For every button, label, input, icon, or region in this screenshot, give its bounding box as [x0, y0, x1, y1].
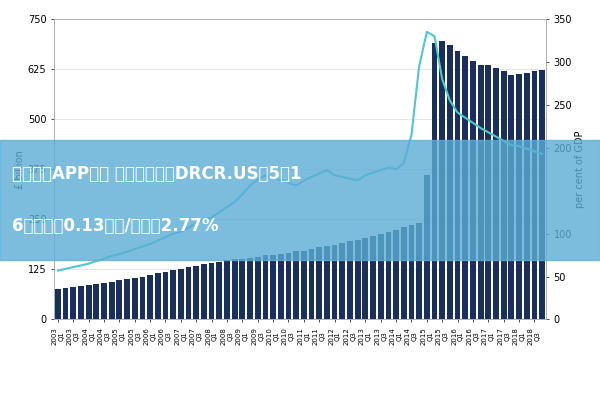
Bar — [416, 222, 422, 320]
Bar — [78, 286, 84, 320]
Bar — [324, 246, 330, 320]
Bar — [485, 65, 491, 320]
Bar — [370, 236, 376, 320]
Text: 炒股配资APP下载 德爱尔羊绒（DRCR.US）5月1: 炒股配资APP下载 德爱尔羊绒（DRCR.US）5月1 — [12, 165, 302, 183]
Bar — [470, 61, 476, 320]
Bar — [332, 244, 337, 320]
Bar — [247, 258, 253, 320]
Bar — [340, 243, 345, 320]
Bar — [86, 286, 92, 320]
Bar — [401, 227, 407, 320]
Bar — [263, 255, 268, 320]
Bar — [239, 259, 245, 320]
Bar — [62, 288, 68, 320]
Bar — [140, 277, 145, 320]
Bar — [455, 51, 460, 320]
Bar — [209, 263, 214, 320]
Bar — [508, 75, 514, 320]
Bar — [431, 43, 437, 320]
Bar — [316, 247, 322, 320]
Bar — [393, 230, 399, 320]
Bar — [301, 250, 307, 320]
Bar — [193, 266, 199, 320]
Bar — [101, 283, 107, 320]
Bar — [270, 255, 276, 320]
Bar — [539, 70, 545, 320]
Bar — [386, 232, 391, 320]
Bar — [355, 240, 361, 320]
Bar — [147, 275, 153, 320]
Bar — [109, 282, 115, 320]
Bar — [132, 278, 137, 320]
Bar — [293, 251, 299, 320]
Bar — [94, 284, 99, 320]
Bar — [493, 68, 499, 320]
Bar — [224, 260, 230, 320]
Bar — [362, 238, 368, 320]
Bar — [532, 72, 538, 320]
Bar — [217, 262, 222, 320]
Bar — [439, 41, 445, 320]
Bar — [378, 234, 383, 320]
Bar — [409, 225, 415, 320]
Bar — [524, 73, 530, 320]
Bar — [163, 272, 169, 320]
Y-axis label: £ billion: £ billion — [15, 150, 25, 189]
Bar — [232, 258, 238, 320]
Bar — [347, 241, 353, 320]
Bar — [55, 289, 61, 320]
Bar — [501, 72, 506, 320]
Bar — [478, 66, 484, 320]
Bar — [463, 56, 468, 320]
Bar — [155, 274, 161, 320]
Bar — [116, 280, 122, 320]
Text: 6日收盘报0.13美元/股，跌2.77%: 6日收盘报0.13美元/股，跌2.77% — [12, 217, 218, 235]
Bar — [178, 269, 184, 320]
Y-axis label: per cent of GDP: per cent of GDP — [575, 130, 585, 208]
Bar — [278, 254, 284, 320]
Bar — [170, 270, 176, 320]
Bar — [185, 268, 191, 320]
Bar — [124, 279, 130, 320]
Bar — [308, 249, 314, 320]
Bar — [201, 264, 207, 320]
Bar — [286, 252, 292, 320]
Bar — [424, 175, 430, 320]
Bar — [447, 45, 453, 320]
Bar — [70, 287, 76, 320]
Bar — [516, 74, 522, 320]
Bar — [255, 256, 260, 320]
